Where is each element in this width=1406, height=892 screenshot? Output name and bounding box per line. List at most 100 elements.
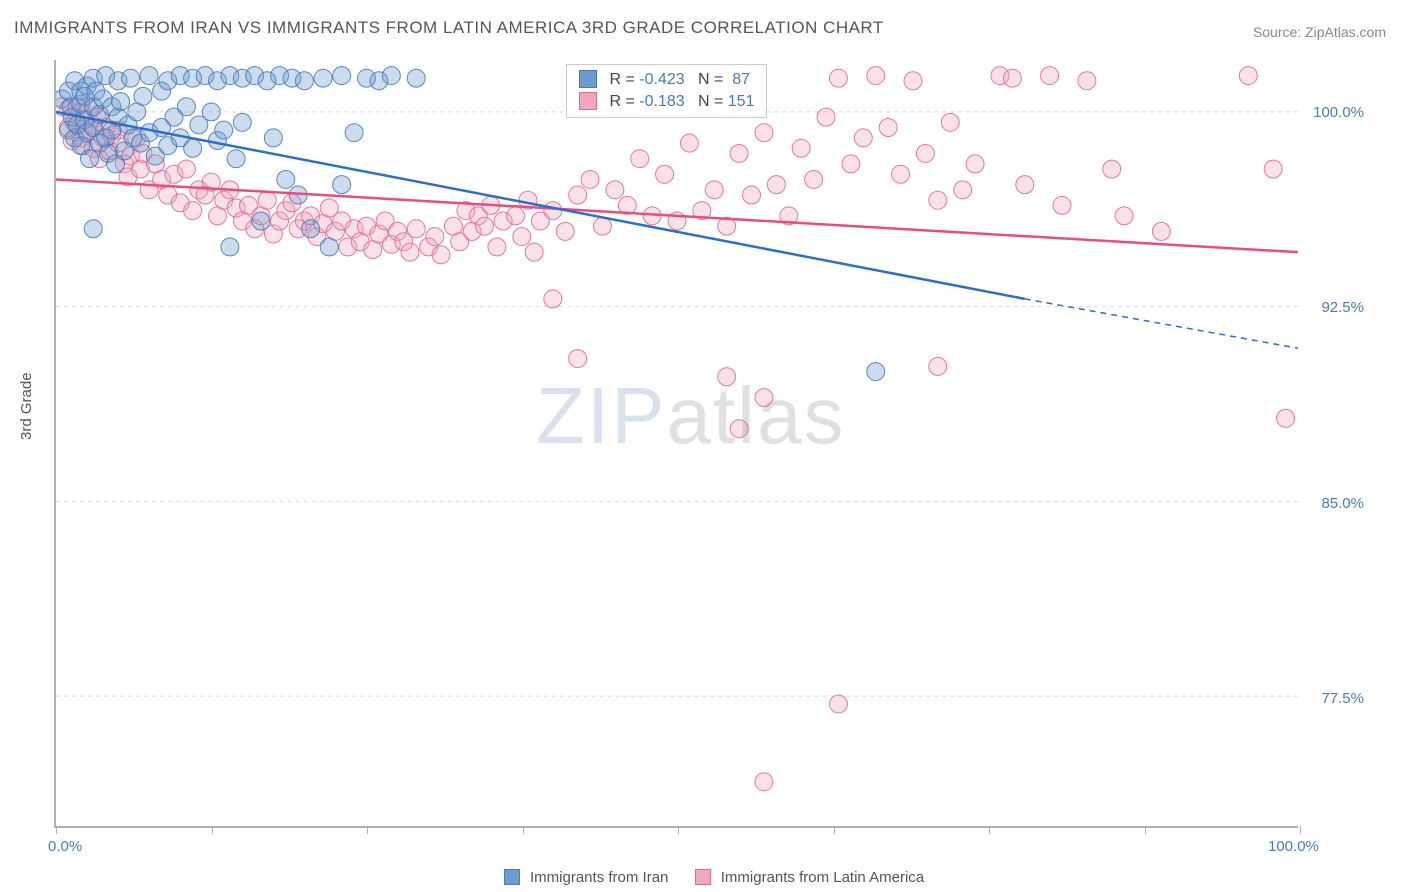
- stats-row-series1: R = -0.423 N = 87: [579, 69, 754, 91]
- data-point: [177, 160, 195, 178]
- data-point: [333, 67, 351, 85]
- xtick: [367, 826, 368, 834]
- xtick-label-max: 100.0%: [1268, 838, 1319, 855]
- data-point: [916, 145, 934, 163]
- legend-swatch-series1: [504, 869, 520, 885]
- data-point: [1115, 207, 1133, 225]
- data-point: [1041, 67, 1059, 85]
- data-point: [755, 389, 773, 407]
- data-point: [513, 228, 531, 246]
- data-point: [488, 238, 506, 256]
- data-point: [879, 119, 897, 137]
- data-point: [730, 420, 748, 438]
- xtick: [1300, 826, 1301, 834]
- data-point: [233, 113, 251, 131]
- xtick: [56, 826, 57, 834]
- data-point: [295, 72, 313, 90]
- ytick-label: 92.5%: [1321, 299, 1364, 316]
- r-label-1: R =: [609, 71, 634, 88]
- data-point: [954, 181, 972, 199]
- data-point: [1277, 409, 1295, 427]
- xtick: [678, 826, 679, 834]
- data-point: [792, 139, 810, 157]
- data-point: [252, 212, 270, 230]
- data-point: [829, 695, 847, 713]
- stats-swatch-series2: [579, 92, 597, 110]
- data-point: [302, 220, 320, 238]
- data-point: [569, 350, 587, 368]
- data-point: [277, 170, 295, 188]
- ytick-label: 100.0%: [1313, 104, 1364, 121]
- data-point: [320, 238, 338, 256]
- data-point: [743, 186, 761, 204]
- data-point: [215, 121, 233, 139]
- data-point: [177, 98, 195, 116]
- xtick: [1145, 826, 1146, 834]
- xtick: [212, 826, 213, 834]
- data-point: [426, 228, 444, 246]
- trend-line: [56, 112, 1025, 299]
- data-point: [581, 170, 599, 188]
- n-value-1: 87: [732, 71, 750, 88]
- data-point: [140, 67, 158, 85]
- data-point: [842, 155, 860, 173]
- data-point: [867, 363, 885, 381]
- data-point: [544, 290, 562, 308]
- n-label-2: N =: [698, 93, 723, 110]
- data-point: [1003, 69, 1021, 87]
- plot-area: ZIPatlas R = -0.423 N = 87 R = -0.183 N …: [54, 60, 1298, 828]
- r-label-2: R =: [609, 93, 634, 110]
- legend-label-series1: Immigrants from Iran: [530, 869, 668, 886]
- data-point: [112, 93, 130, 111]
- data-point: [507, 207, 525, 225]
- data-point: [556, 222, 574, 240]
- data-point: [829, 69, 847, 87]
- data-point: [1078, 72, 1096, 90]
- data-point: [929, 191, 947, 209]
- n-value-2: 151: [728, 93, 755, 110]
- data-point: [544, 202, 562, 220]
- data-point: [1053, 196, 1071, 214]
- xtick: [989, 826, 990, 834]
- chart-title: IMMIGRANTS FROM IRAN VS IMMIGRANTS FROM …: [14, 18, 884, 38]
- data-point: [569, 186, 587, 204]
- data-point: [84, 220, 102, 238]
- chart-svg: [56, 60, 1298, 826]
- data-point: [1264, 160, 1282, 178]
- data-point: [476, 217, 494, 235]
- y-axis-label: 3rd Grade: [18, 372, 35, 440]
- r-value-1: -0.423: [639, 71, 684, 88]
- data-point: [817, 108, 835, 126]
- data-point: [656, 165, 674, 183]
- data-point: [264, 129, 282, 147]
- stats-swatch-series1: [579, 70, 597, 88]
- data-point: [718, 368, 736, 386]
- bottom-legend: Immigrants from Iran Immigrants from Lat…: [0, 869, 1406, 886]
- legend-swatch-series2: [695, 869, 711, 885]
- data-point: [525, 243, 543, 261]
- data-point: [407, 220, 425, 238]
- data-point: [221, 238, 239, 256]
- data-point: [867, 67, 885, 85]
- data-point: [184, 139, 202, 157]
- data-point: [314, 69, 332, 87]
- data-point: [966, 155, 984, 173]
- data-point: [705, 181, 723, 199]
- data-point: [730, 145, 748, 163]
- data-point: [333, 176, 351, 194]
- data-point: [755, 124, 773, 142]
- data-point: [345, 124, 363, 142]
- data-point: [929, 357, 947, 375]
- data-point: [407, 69, 425, 87]
- data-point: [202, 103, 220, 121]
- xtick-label-min: 0.0%: [48, 838, 82, 855]
- stats-row-series2: R = -0.183 N = 151: [579, 91, 754, 113]
- data-point: [1103, 160, 1121, 178]
- data-point: [606, 181, 624, 199]
- data-point: [904, 72, 922, 90]
- stats-legend-box: R = -0.423 N = 87 R = -0.183 N = 151: [566, 64, 767, 118]
- data-point: [805, 170, 823, 188]
- data-point: [593, 217, 611, 235]
- data-point: [767, 176, 785, 194]
- data-point: [1016, 176, 1034, 194]
